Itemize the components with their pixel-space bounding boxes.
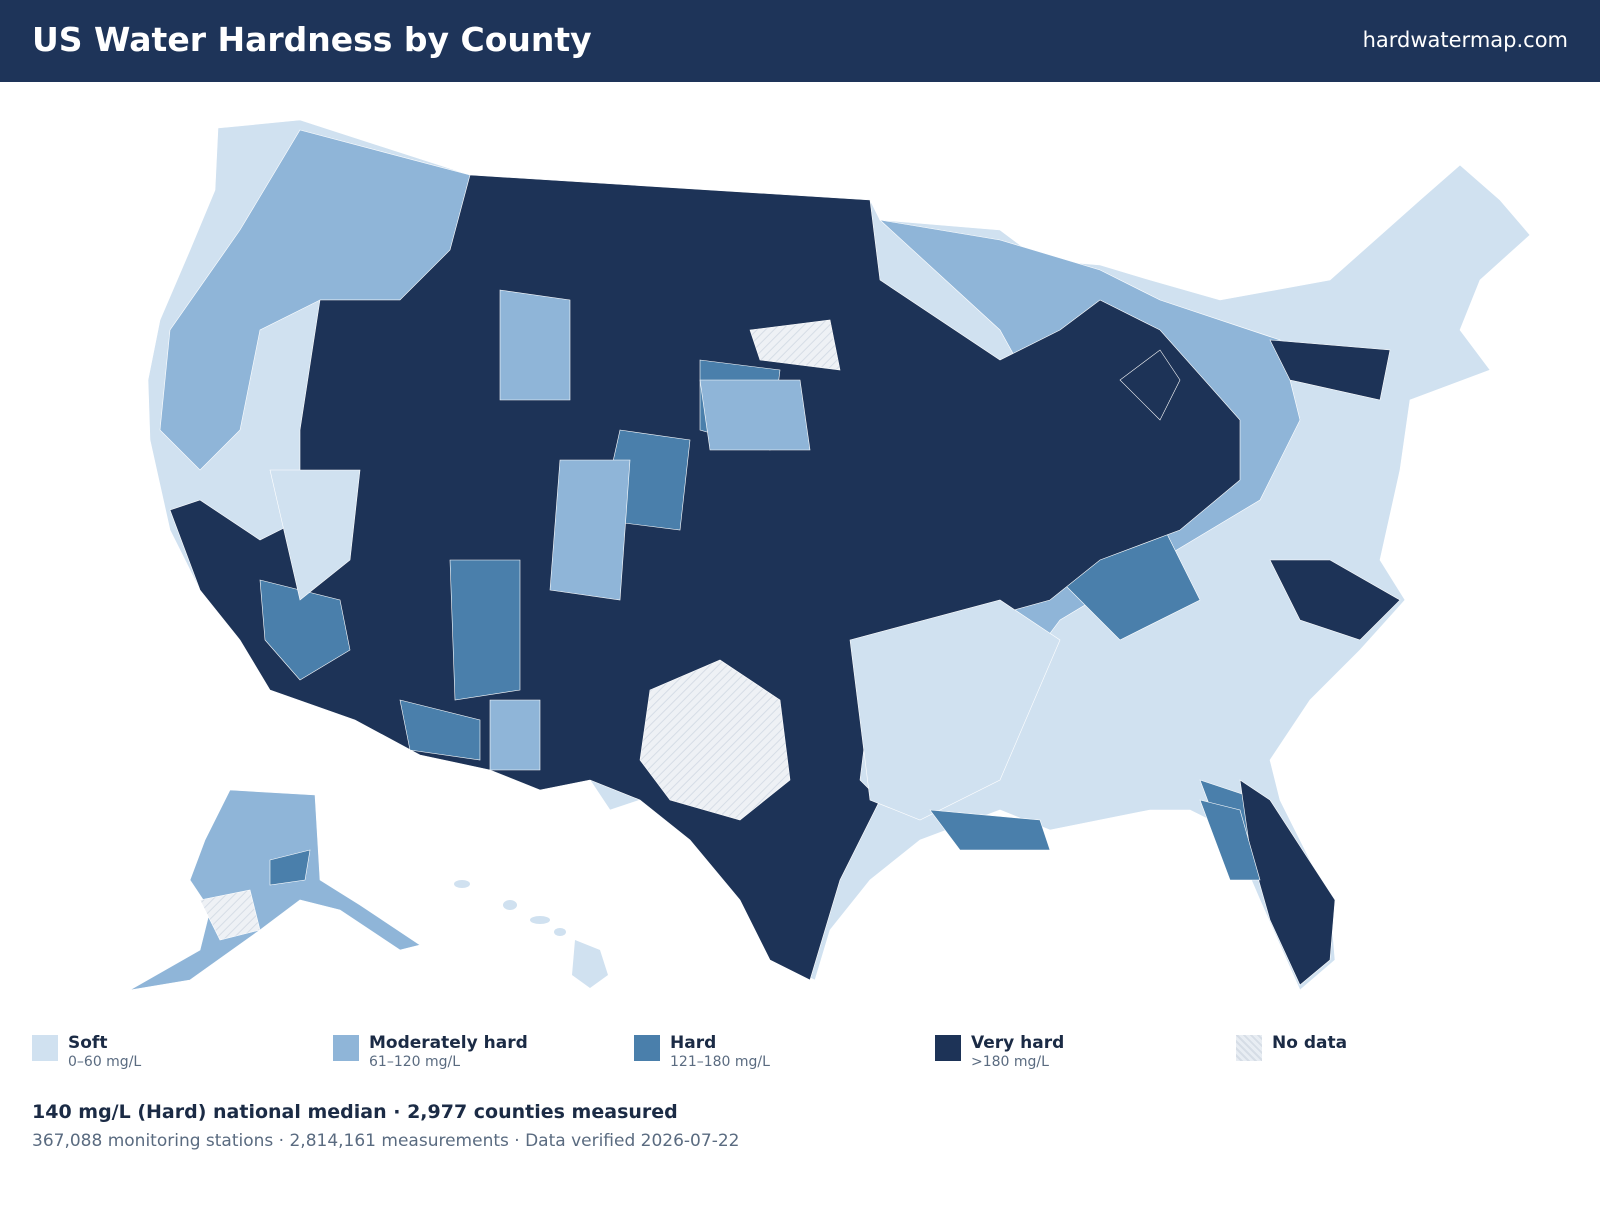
legend-label: No data — [1272, 1033, 1348, 1053]
alaska — [129, 789, 421, 991]
header: US Water Hardness by County hardwatermap… — [0, 0, 1600, 82]
legend-label: Hard — [670, 1033, 717, 1053]
legend-range: 0–60 mg/L — [68, 1054, 142, 1070]
legend-label: Soft — [68, 1033, 108, 1053]
summary-details: 367,088 monitoring stations · 2,814,161 … — [32, 1131, 740, 1151]
title: US Water Hardness by County — [32, 20, 592, 59]
legend-range: >180 mg/L — [971, 1054, 1049, 1070]
legend-swatch — [32, 1035, 58, 1061]
contiguous-us — [147, 119, 1531, 991]
legend-label: Very hard — [971, 1033, 1065, 1053]
summary-headline: 140 mg/L (Hard) national median · 2,977 … — [32, 1101, 678, 1123]
legend-swatch — [1236, 1035, 1262, 1061]
legend-swatch — [935, 1035, 961, 1061]
legend-range: 121–180 mg/L — [670, 1054, 770, 1070]
legend-range: 61–120 mg/L — [369, 1054, 461, 1070]
hawaii — [454, 880, 608, 988]
map — [129, 119, 1531, 991]
legend-label: Moderately hard — [369, 1033, 528, 1053]
legend-swatch — [634, 1035, 660, 1061]
site-link[interactable]: hardwatermap.com — [1362, 28, 1568, 52]
legend-swatch — [333, 1035, 359, 1061]
